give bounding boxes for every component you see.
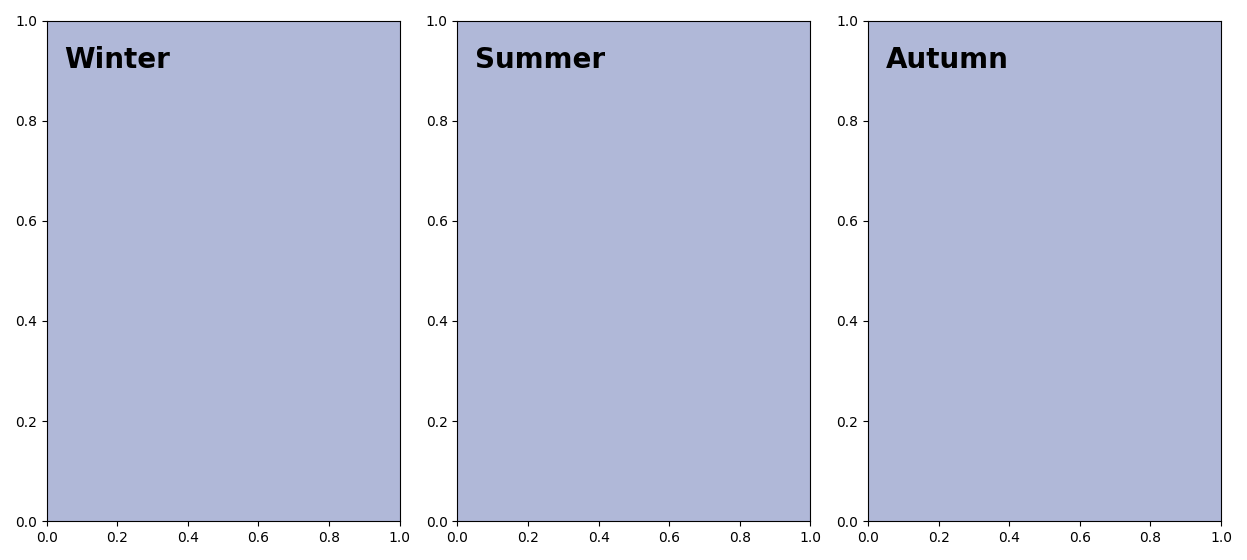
- Text: Winter: Winter: [65, 45, 171, 73]
- Text: Summer: Summer: [475, 45, 605, 73]
- Text: Autumn: Autumn: [885, 45, 1009, 73]
